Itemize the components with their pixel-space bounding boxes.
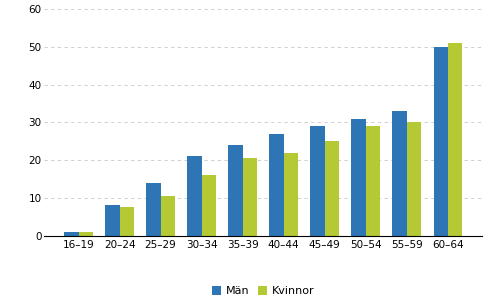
Bar (310, 126, 325, 236)
Bar (187, 156, 202, 236)
Bar (105, 205, 120, 236)
Bar (270, 133, 284, 236)
Bar (284, 153, 298, 236)
Bar (160, 196, 175, 236)
Bar (433, 47, 448, 236)
Bar (407, 122, 421, 236)
Bar (393, 111, 407, 236)
Legend: Män, Kvinnor: Män, Kvinnor (208, 282, 318, 301)
Bar (146, 183, 160, 236)
Bar (202, 175, 216, 236)
Bar (64, 232, 79, 236)
Bar (325, 141, 339, 236)
Bar (120, 207, 134, 236)
Bar (366, 126, 380, 236)
Bar (351, 119, 366, 236)
Bar (79, 232, 93, 236)
Bar (448, 43, 462, 236)
Bar (228, 145, 243, 236)
Bar (243, 158, 257, 236)
